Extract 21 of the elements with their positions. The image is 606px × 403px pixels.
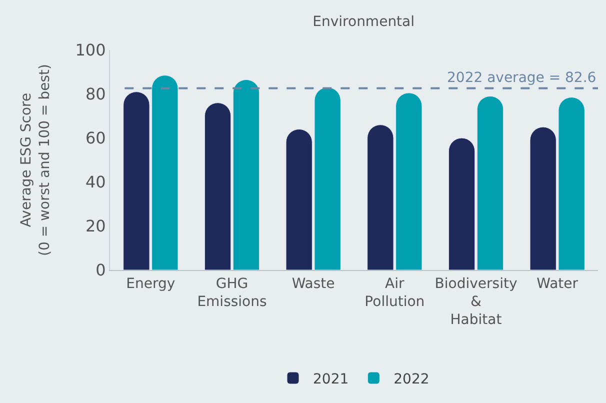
x-tick-label: Water [536, 276, 578, 292]
y-tick-label: 100 [75, 40, 106, 60]
x-tick-label: Waste [292, 276, 335, 292]
x-tick-label: Energy [126, 276, 176, 292]
y-tick-label: 60 [85, 128, 106, 148]
y-axis-title: Average ESG Score (0 = worst and 100 = best) [18, 64, 53, 256]
legend-label: 2021 [313, 371, 349, 388]
bar [476, 96, 504, 270]
bar [232, 79, 260, 270]
x-tick-label: Air Pollution [364, 276, 425, 310]
ref-line-label: 2022 average = 82.6 [447, 70, 596, 86]
y-tick-label: 80 [85, 84, 106, 104]
chart-title: Environmental [312, 14, 415, 30]
bar [204, 102, 232, 270]
legend-label: 2022 [394, 371, 430, 388]
x-tick-label: GHG Emissions [197, 276, 267, 310]
bar [448, 138, 476, 270]
x-tick-label: Biodiversity & Habitat [434, 276, 518, 328]
y-tick-label: 0 [96, 260, 106, 280]
y-tick-label: 40 [85, 172, 106, 192]
y-tick-label: 20 [85, 216, 106, 236]
